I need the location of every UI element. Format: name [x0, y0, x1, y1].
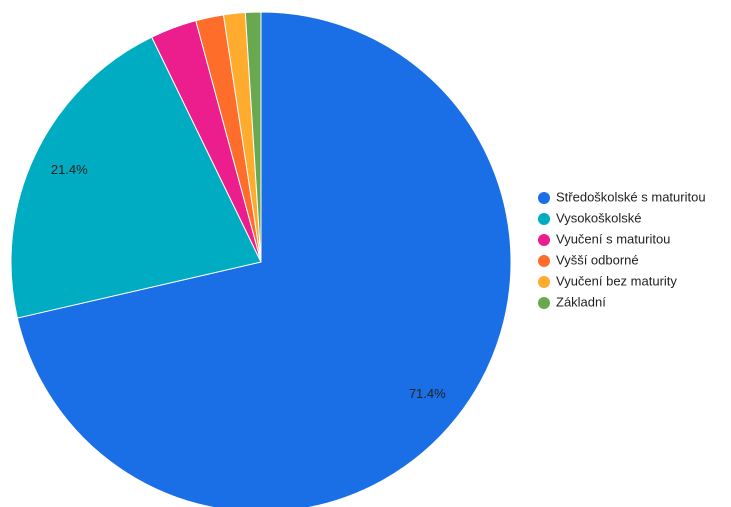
legend-label: Středoškolské s maturitou	[556, 189, 706, 204]
legend-marker	[538, 255, 550, 267]
slice-label: 21.4%	[51, 162, 88, 177]
pie-slice	[10, 36, 262, 319]
pie-slice	[16, 11, 512, 507]
legend-marker	[538, 192, 550, 204]
legend-label: Vyučení bez maturity	[556, 273, 677, 288]
pie-slice	[244, 11, 262, 263]
legend-marker	[538, 276, 550, 288]
legend-marker	[538, 213, 550, 225]
legend-marker	[538, 234, 550, 246]
legend-label: Základní	[556, 294, 606, 309]
legend-marker	[538, 297, 550, 309]
legend-label: Vyučení s maturitou	[556, 231, 670, 246]
legend-label: Vyšší odborné	[556, 252, 639, 267]
legend-label: Vysokoškolské	[556, 210, 642, 225]
slice-label: 71.4%	[409, 386, 446, 401]
